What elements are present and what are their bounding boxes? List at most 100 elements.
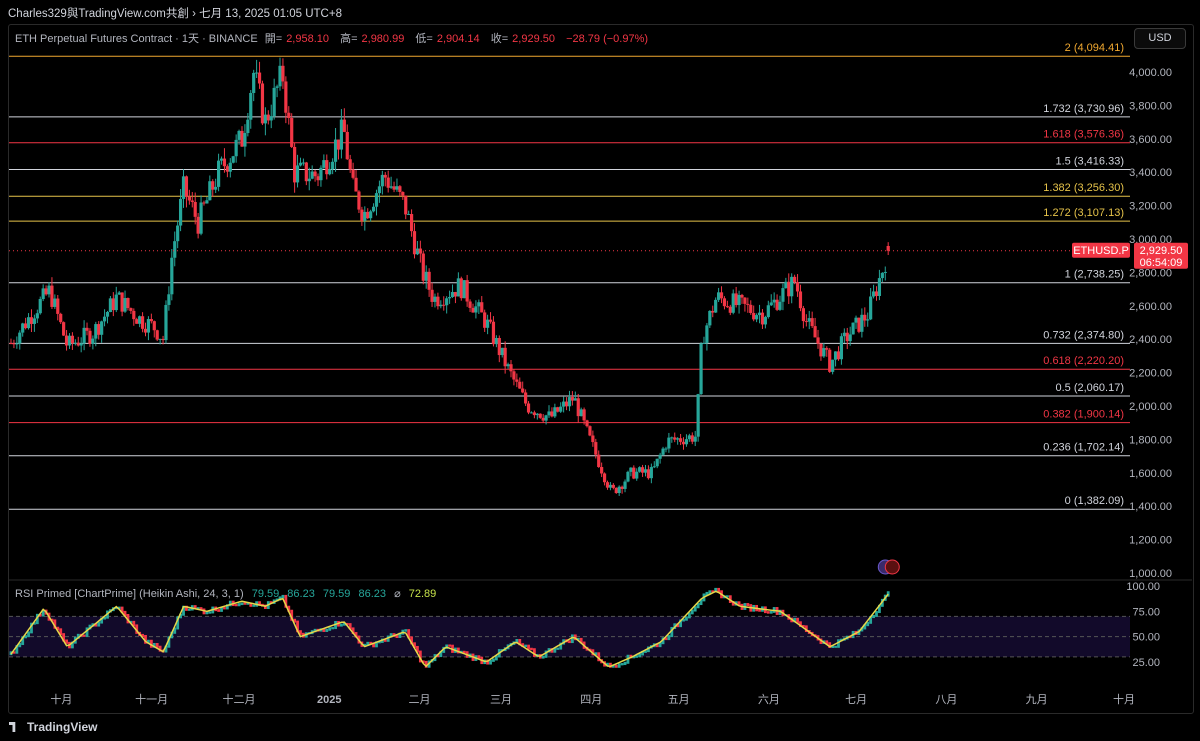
candle [380,174,384,187]
candle [445,298,449,306]
candle [833,351,838,360]
rsi-candle [831,645,835,649]
time-axis-tick: 六月 [758,693,780,706]
candle [225,166,229,172]
candle [76,342,80,346]
candle [471,307,475,313]
candle [500,347,504,356]
rsi-candle [632,655,636,659]
candle [123,298,127,312]
candle [263,114,267,124]
candle [573,398,577,401]
rsi-candle [170,631,174,639]
rsi-value-1: 79.59 [251,588,280,600]
rsi-axis-tick: 75.00 [1132,606,1160,618]
rsi-candle [521,643,525,648]
candle [85,327,89,331]
rsi-axis-tick: 25.00 [1132,657,1160,669]
candle [608,484,613,488]
candle [524,392,528,404]
rsi-candle [88,624,92,630]
rsi-candle [869,616,873,624]
candle [793,276,797,283]
rsi-title[interactable]: RSI Primed [ChartPrime] (Heikin Ashi, 24… [15,588,244,600]
rsi-symbol: ⌀ [394,588,401,600]
candle [486,319,490,328]
candle [15,343,19,345]
candle [594,442,598,455]
candle [310,171,314,179]
rsi-candle [837,639,840,648]
currency-button[interactable]: USD [1134,28,1186,49]
price-axis-tick: 3,200.00 [1129,201,1172,213]
candle [673,437,677,440]
candle [491,321,496,345]
candle [316,176,320,181]
fib-label: 1.732 (3,730.96) [1043,103,1124,115]
candle [228,162,232,172]
rsi-candle [597,652,601,662]
rsi-candle [237,603,241,607]
candle [32,318,36,324]
candle [532,412,536,416]
candle [678,438,683,442]
rsi-candle [410,636,413,645]
candle [313,171,317,177]
rsi-candle [532,648,536,657]
candle [541,417,545,421]
candle [348,159,352,170]
candle [588,426,592,436]
candle [129,308,133,311]
candle [638,467,642,472]
rsi-candle [611,664,615,668]
candle [854,317,858,323]
candle [418,248,422,254]
candle [255,72,259,74]
candle [769,302,773,306]
rsi-candle [383,638,387,642]
rsi-candle [386,635,390,642]
rsi-candle [670,626,674,638]
candle [304,162,308,182]
candle [67,335,72,346]
rsi-candle [737,601,741,606]
rsi-candle [243,602,247,605]
ohlc-open: 開= 2,958.10 [264,33,330,45]
rsi-candle [769,610,773,614]
rsi-candle [94,623,98,627]
candle [687,435,691,440]
candle [784,281,788,289]
candle [170,257,174,295]
rsi-candle [617,663,621,668]
rsi-axis-tick: 50.00 [1132,632,1160,644]
candle [29,317,34,324]
rsi-candle [699,599,703,606]
candle [88,330,92,344]
rsi-candle [696,603,700,609]
candle [389,186,393,188]
candle [880,272,884,279]
fib-label: 0.618 (2,220.20) [1043,355,1124,367]
candle [518,381,522,389]
rsi-candle [515,638,519,644]
rsi-candle [641,650,644,656]
candle [617,486,621,494]
candle [658,454,662,459]
rsi-candle [205,611,209,615]
candle [269,116,273,121]
rsi-candle [801,624,805,628]
tradingview-logo[interactable]: TradingView [9,720,97,734]
candle [24,323,28,329]
candle [576,398,580,417]
symbol-title[interactable]: ETH Perpetual Futures Contract · 1天 · BI… [15,33,258,45]
ohlc-low: 低= 2,904.14 [415,33,480,45]
candle [696,394,700,437]
rsi-candle [644,650,647,653]
candle [246,119,250,134]
candle [819,343,823,357]
fib-label: 0.5 (2,060.17) [1056,382,1125,394]
candle [56,298,60,314]
candle [415,248,420,255]
rsi-candle [541,655,545,659]
